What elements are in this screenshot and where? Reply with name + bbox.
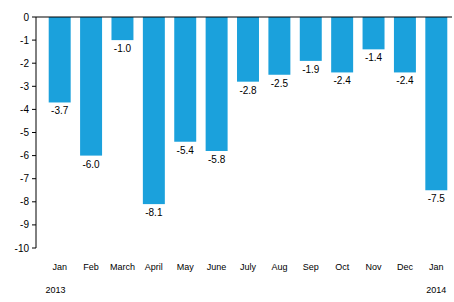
year-label: 2013 xyxy=(46,285,66,295)
y-tick xyxy=(32,132,36,133)
bar xyxy=(111,17,133,40)
y-tick xyxy=(32,201,36,202)
x-tick-label: Sep xyxy=(303,262,319,272)
x-tick-label: Jan xyxy=(429,262,444,272)
bar xyxy=(394,17,416,72)
bar xyxy=(49,17,71,102)
bars xyxy=(49,17,448,204)
y-tick-label: -7 xyxy=(20,173,29,184)
y-tick xyxy=(32,17,36,18)
y-tick-label: -3 xyxy=(20,81,29,92)
x-tick-label: Oct xyxy=(335,262,350,272)
bar xyxy=(174,17,196,142)
y-tick xyxy=(32,63,36,64)
y-tick-label: -6 xyxy=(20,150,29,161)
y-tick xyxy=(32,224,36,225)
bar xyxy=(300,17,322,61)
data-label: -2.4 xyxy=(396,75,414,86)
data-label: -5.4 xyxy=(177,145,195,156)
y-tick-label: 0 xyxy=(23,12,29,23)
y-tick xyxy=(32,155,36,156)
y-tick xyxy=(32,109,36,110)
y-tick xyxy=(32,248,36,249)
x-tick-label: Feb xyxy=(83,262,99,272)
x-tick-label: July xyxy=(240,262,257,272)
x-tick-label: Nov xyxy=(366,262,383,272)
y-tick xyxy=(32,178,36,179)
y-tick-label: -4 xyxy=(20,104,29,115)
y-tick-label: -10 xyxy=(15,243,30,254)
data-label: -6.0 xyxy=(82,159,100,170)
y-tick-label: -5 xyxy=(20,127,29,138)
y-tick-label: -9 xyxy=(20,219,29,230)
x-tick-label: June xyxy=(207,262,227,272)
bar xyxy=(80,17,102,156)
year-label: 2014 xyxy=(426,285,446,295)
x-tick-label: Dec xyxy=(397,262,414,272)
y-tick-label: -8 xyxy=(20,196,29,207)
data-label: -2.5 xyxy=(271,78,289,89)
data-label: -1.0 xyxy=(114,43,132,54)
bar xyxy=(206,17,228,151)
data-label: -1.4 xyxy=(365,52,383,63)
data-label: -8.1 xyxy=(145,207,163,218)
y-tick-label: -1 xyxy=(20,35,29,46)
y-tick-label: -2 xyxy=(20,58,29,69)
bar xyxy=(268,17,290,75)
bar xyxy=(143,17,165,204)
x-tick-label: May xyxy=(177,262,195,272)
y-tick xyxy=(32,86,36,87)
zero-line xyxy=(36,17,452,18)
bar xyxy=(331,17,353,72)
x-tick-label: Jan xyxy=(52,262,67,272)
data-label: -2.8 xyxy=(239,85,257,96)
x-tick-label: April xyxy=(145,262,163,272)
x-tick-label: March xyxy=(110,262,135,272)
x-tick-label: Aug xyxy=(271,262,287,272)
bar xyxy=(237,17,259,82)
bar xyxy=(425,17,447,190)
data-label: -1.9 xyxy=(302,64,320,75)
data-label: -3.7 xyxy=(51,105,69,116)
data-label: -2.4 xyxy=(334,75,352,86)
chart: 0 -1 -2 -3 -4 -5 -6 -7 -8 -9 -10 -3.7 -6.0 -1.0 -8.1 -5… xyxy=(0,0,454,302)
data-label: -5.8 xyxy=(208,154,226,165)
y-tick xyxy=(32,40,36,41)
bar xyxy=(363,17,385,49)
data-label: -7.5 xyxy=(428,193,446,204)
